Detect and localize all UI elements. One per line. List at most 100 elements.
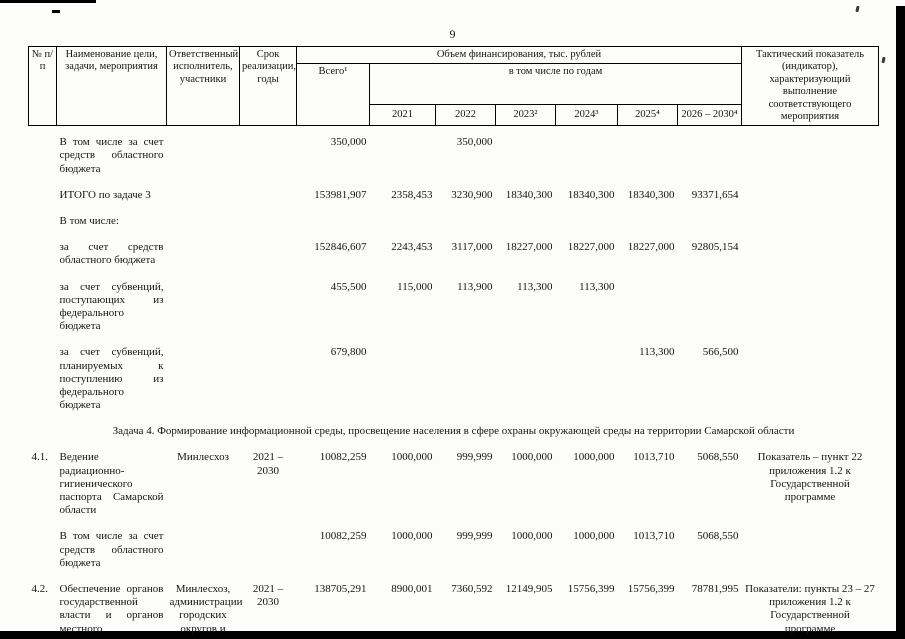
table-cell: 1013,710 bbox=[633, 451, 675, 464]
table-cell: 152846,607 bbox=[314, 241, 367, 254]
scan-artifact-right-edge bbox=[896, 6, 905, 639]
table-cell bbox=[436, 346, 496, 425]
table-cell bbox=[167, 530, 240, 583]
table-cell bbox=[742, 241, 879, 280]
table-cell: 5068,550 bbox=[697, 530, 739, 543]
table-cell: за счет средств областного бюджета bbox=[59, 241, 164, 267]
col-header-year-2021: 2021 bbox=[369, 103, 436, 127]
table-cell bbox=[240, 189, 297, 215]
table-cell bbox=[240, 126, 297, 189]
table-cell bbox=[240, 530, 297, 583]
table-cell bbox=[742, 281, 879, 347]
col-header-year-2023: 2023² bbox=[495, 103, 556, 127]
table-cell bbox=[297, 215, 370, 241]
table-cell: 18227,000 bbox=[567, 241, 615, 254]
col-header-year-2026-2030: 2026 – 2030⁴ bbox=[677, 103, 742, 127]
table-cell: Показатели: пункты 23 – 27 приложения 1.… bbox=[745, 582, 875, 635]
table-cell bbox=[167, 281, 240, 347]
scan-artifact-bottom-edge bbox=[0, 631, 905, 639]
table-cell: 115,000 bbox=[397, 280, 433, 293]
table-cell: В том числе за счет средств областного б… bbox=[59, 136, 164, 175]
table-cell: 153981,907 bbox=[314, 188, 367, 201]
scan-mark bbox=[855, 5, 860, 13]
table-cell bbox=[742, 189, 879, 215]
table-cell bbox=[370, 346, 436, 425]
col-header-num: № п/п bbox=[28, 45, 57, 127]
table-row: за счет субвенций, поступающих из федера… bbox=[29, 281, 879, 347]
table-row: за счет средств областного бюджета 152846… bbox=[29, 241, 879, 280]
table-cell: 138705,291 bbox=[314, 582, 367, 595]
table-cell: 113,900 bbox=[457, 280, 493, 293]
table-cell: 15756,399 bbox=[627, 582, 675, 595]
table-cell bbox=[240, 281, 297, 347]
scan-mark bbox=[881, 56, 886, 64]
table-cell: 3117,000 bbox=[451, 241, 493, 254]
table-cell: 455,500 bbox=[330, 280, 367, 293]
table-cell: ИТОГО по задаче 3 bbox=[59, 188, 151, 201]
table-cell: за счет субвенций, поступающих из федера… bbox=[59, 280, 164, 333]
table-cell: 1000,000 bbox=[391, 530, 433, 543]
table-header: № п/п Наименование цели, задачи, меропри… bbox=[28, 45, 879, 127]
table-cell: Обеспечение органов государственной влас… bbox=[59, 582, 164, 639]
table-cell: 679,800 bbox=[330, 346, 367, 359]
col-header-total: Всего¹ bbox=[296, 63, 370, 127]
scan-artifact-top-edge bbox=[0, 0, 96, 3]
table-cell bbox=[29, 281, 57, 347]
table-cell bbox=[742, 530, 879, 583]
table-cell: 15756,399 bbox=[567, 582, 615, 595]
table-cell bbox=[496, 126, 556, 189]
table-cell: 12149,905 bbox=[505, 582, 553, 595]
table-cell: 113,300 bbox=[517, 280, 553, 293]
table-cell bbox=[618, 126, 678, 189]
table-row: ИТОГО по задаче 3 153981,907 2358,453 3230,… bbox=[29, 189, 879, 215]
col-header-indicator: Тактический показатель (индикатор), хара… bbox=[741, 45, 879, 127]
table-cell: 2021 – 2030 bbox=[252, 451, 284, 477]
table-cell: 1000,000 bbox=[391, 451, 433, 464]
table-cell: 2243,453 bbox=[391, 241, 433, 254]
table-cell: 78781,995 bbox=[691, 582, 739, 595]
table-cell: 92805,154 bbox=[691, 241, 739, 254]
table-cell: 350,000 bbox=[330, 136, 367, 149]
table-cell bbox=[29, 530, 57, 583]
table-cell: В том числе за счет средств областного б… bbox=[59, 530, 164, 569]
table-row: 4.1. Ведение радиационно-гигиенического п… bbox=[29, 451, 879, 530]
table-cell: Ведение радиационно-гигиенического паспо… bbox=[59, 451, 164, 517]
table-cell: 7360,592 bbox=[451, 582, 493, 595]
table-cell: 113,300 bbox=[579, 280, 615, 293]
table-cell: Минлесхоз, администрации городских округ… bbox=[169, 582, 246, 639]
table-cell: 8900,001 bbox=[391, 582, 433, 595]
table-cell: 18227,000 bbox=[627, 241, 675, 254]
table-cell: 999,999 bbox=[456, 530, 493, 543]
table-cell bbox=[678, 281, 742, 347]
table-cell: 18340,300 bbox=[505, 188, 553, 201]
col-header-financing-group: Объем финансирования, тыс. рублей bbox=[296, 45, 742, 65]
table-cell: 4.2. bbox=[31, 582, 49, 595]
table-row: В том числе: bbox=[29, 215, 879, 241]
table-cell: 18340,300 bbox=[567, 188, 615, 201]
table-cell bbox=[29, 346, 57, 425]
table-cell bbox=[29, 241, 57, 280]
table-cell: 1000,000 bbox=[573, 451, 615, 464]
table-cell bbox=[370, 215, 436, 241]
table-cell bbox=[556, 346, 618, 425]
table-cell bbox=[742, 126, 879, 189]
table-cell bbox=[167, 126, 240, 189]
table-cell: 999,999 bbox=[456, 451, 493, 464]
table-cell bbox=[742, 346, 879, 425]
table-cell bbox=[678, 126, 742, 189]
table-cell: 4.1. bbox=[31, 451, 49, 464]
table-cell bbox=[240, 241, 297, 280]
table-cell: 1013,710 bbox=[633, 530, 675, 543]
col-header-term: Срок реализации, годы bbox=[239, 45, 297, 127]
table-cell: 2021 – 2030 bbox=[252, 582, 284, 609]
table-cell: за счет субвенций, планируемых к поступл… bbox=[59, 346, 164, 412]
table-cell: Показатель – пункт 22 приложения 1.2 к Г… bbox=[757, 451, 863, 503]
table-cell bbox=[678, 215, 742, 241]
table-row: за счет субвенций, планируемых к поступл… bbox=[29, 346, 879, 425]
table-row: В том числе за счет средств областного б… bbox=[29, 126, 879, 189]
table-cell: 3230,900 bbox=[451, 188, 493, 201]
table-row: 4.2. Обеспечение органов государственной … bbox=[29, 583, 879, 639]
col-header-year-2022: 2022 bbox=[435, 103, 496, 127]
table-cell bbox=[556, 126, 618, 189]
